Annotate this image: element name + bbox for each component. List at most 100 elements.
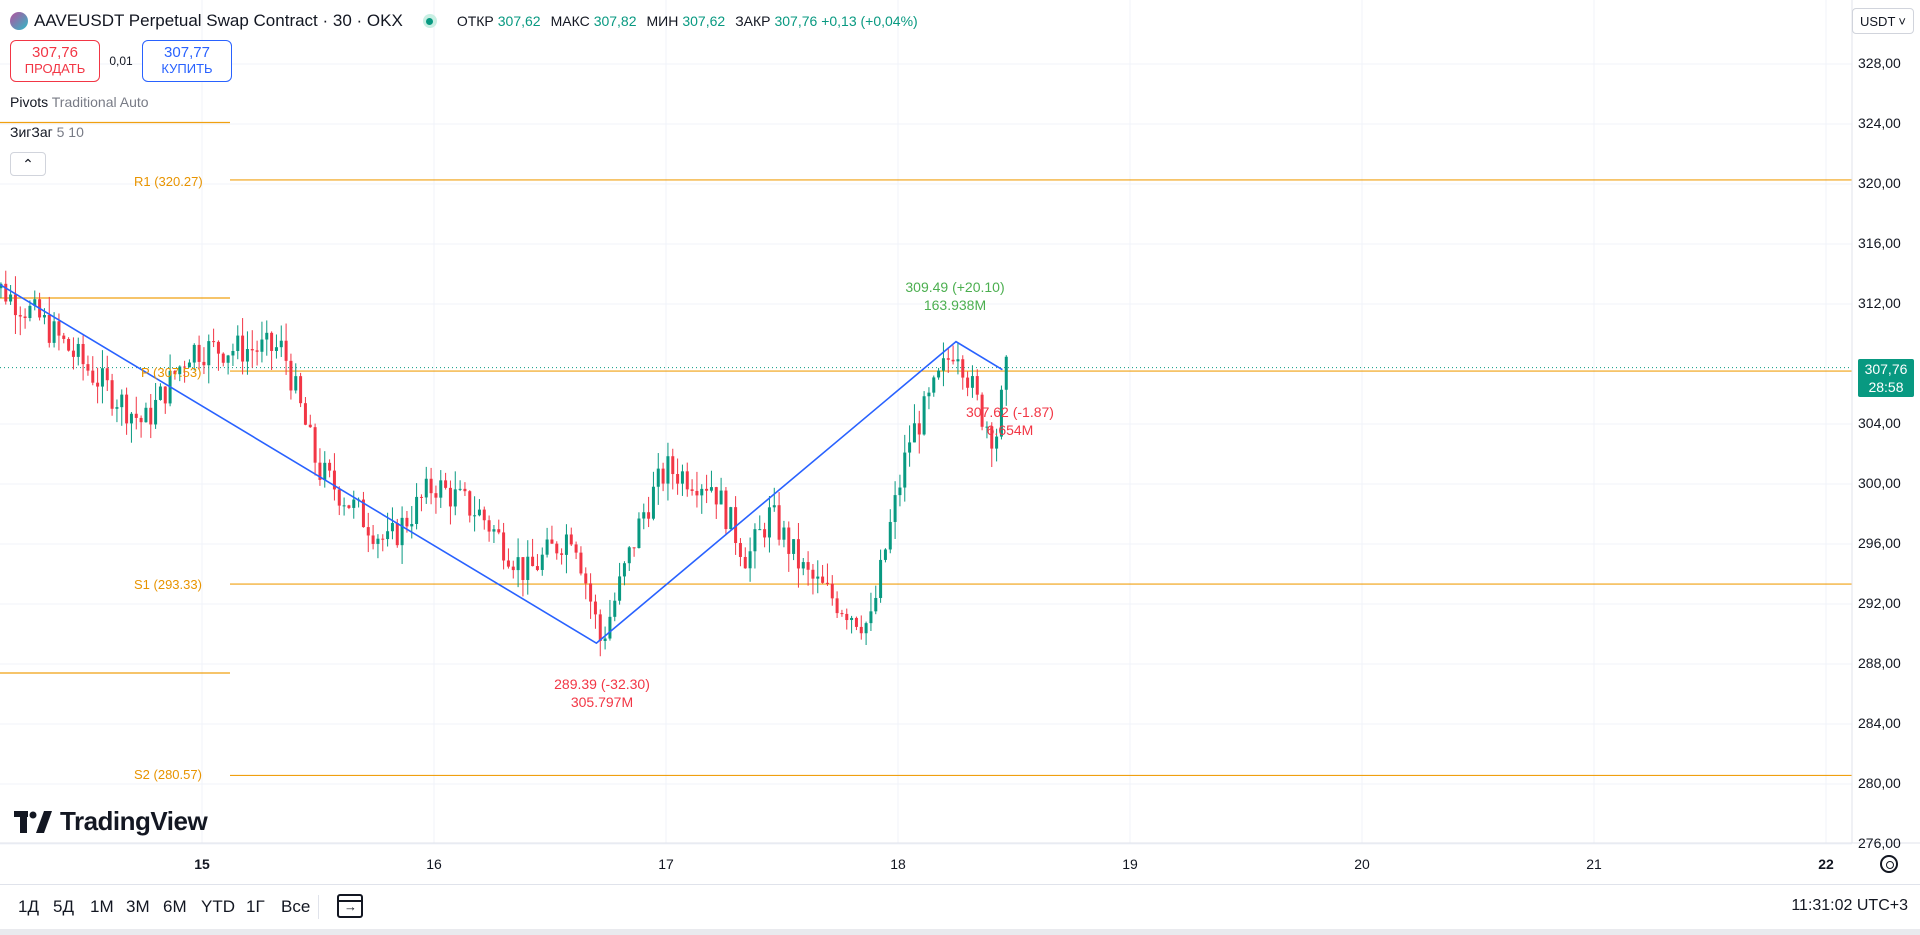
price-tick-label: 316,00 — [1858, 235, 1901, 251]
candle-down — [57, 321, 61, 336]
candle-down — [96, 382, 100, 387]
time-tick-label: 19 — [1122, 856, 1138, 872]
candle-up — [656, 468, 660, 487]
candle-up — [245, 349, 249, 362]
candle-down — [738, 543, 742, 557]
candle-down — [395, 523, 399, 546]
candle-down — [990, 426, 994, 449]
sell-button[interactable]: 307,76 ПРОДАТЬ — [10, 40, 100, 82]
candle-up — [613, 600, 617, 617]
candle-up — [424, 478, 428, 498]
candle-up — [753, 529, 757, 552]
period-1y-button[interactable]: 1Г — [246, 897, 265, 916]
candle-down — [371, 535, 375, 544]
clock[interactable]: 11:31:02 UTC+3 — [1791, 897, 1908, 914]
candle-down — [854, 617, 858, 627]
candle-up — [9, 294, 13, 302]
candle-up — [782, 527, 786, 540]
candle-up — [642, 512, 646, 519]
candle-down — [535, 566, 539, 570]
period-1m-button[interactable]: 1М — [90, 897, 114, 916]
candle-down — [332, 470, 336, 490]
candle-down — [705, 488, 709, 491]
candle-down — [482, 509, 486, 521]
symbol-title[interactable]: AAVEUSDT Perpetual Swap Contract · 30 · … — [34, 11, 403, 30]
period-all-button[interactable]: Все — [281, 897, 311, 916]
candle-up — [748, 551, 752, 569]
spread-value: 0,01 — [109, 54, 133, 68]
axes — [0, 0, 1920, 844]
candle-down — [47, 314, 51, 343]
pivots-indicator-legend[interactable]: Pivots Traditional Auto — [10, 94, 149, 110]
candle-down — [405, 517, 409, 527]
zigzag-indicator-legend[interactable]: ЗигЗаг 5 10 — [10, 124, 84, 140]
price-tick-label: 328,00 — [1858, 55, 1901, 71]
period-3m-button[interactable]: 3М — [126, 897, 150, 916]
candle-down — [183, 366, 187, 368]
tradingview-logo[interactable]: TradingView — [14, 806, 208, 837]
period-1d-button[interactable]: 1Д — [18, 897, 39, 916]
candle-down — [361, 499, 365, 528]
buy-button[interactable]: 307,77 КУПИТЬ — [142, 40, 232, 82]
price-tick-label: 284,00 — [1858, 715, 1901, 731]
price-tick-label: 296,00 — [1858, 535, 1901, 551]
candle-down — [830, 583, 834, 599]
candle-down — [743, 556, 747, 569]
settings-icon[interactable] — [1880, 855, 1898, 873]
candle-down — [661, 468, 665, 484]
time-tick-label: 17 — [658, 856, 674, 872]
candle-up — [115, 407, 119, 409]
candle-down — [197, 344, 201, 362]
candle-up — [540, 554, 544, 570]
chevron-up-icon[interactable]: ⌃ — [10, 152, 46, 176]
candle-up — [922, 396, 926, 435]
candle-up — [932, 377, 936, 393]
candle-up — [903, 452, 907, 488]
zigzag-params: 5 10 — [56, 124, 84, 140]
candle-down — [734, 507, 738, 544]
candle-up — [883, 549, 887, 560]
time-tick-label: 22 — [1818, 856, 1834, 872]
horizontal-scrollbar[interactable] — [0, 929, 1920, 935]
candle-up — [42, 314, 46, 318]
candle-down — [303, 403, 307, 425]
candle-down — [676, 474, 680, 484]
candle-up — [28, 305, 32, 319]
go-to-date-icon[interactable] — [337, 894, 363, 918]
candle-down — [487, 520, 491, 532]
candle-down — [23, 316, 27, 319]
candle-up — [207, 341, 211, 366]
sell-label: ПРОДАТЬ — [24, 61, 86, 76]
candle-up — [772, 505, 776, 508]
price-tick-label: 324,00 — [1858, 115, 1901, 131]
candle-up — [816, 576, 820, 579]
candle-up — [874, 597, 878, 612]
price-tick-label: 280,00 — [1858, 775, 1901, 791]
candle-down — [313, 427, 317, 463]
candle-up — [52, 321, 56, 343]
candle-down — [250, 349, 254, 351]
candle-up — [908, 442, 912, 453]
current-price: 307,76 — [1864, 361, 1908, 377]
candle-up — [603, 638, 607, 641]
currency-select[interactable]: USDT ˅ — [1852, 8, 1914, 34]
candle-down — [497, 529, 501, 533]
pivot-lines — [0, 121, 1852, 777]
candle-up — [666, 456, 670, 484]
candle-up — [410, 523, 414, 527]
market-status-icon[interactable] — [422, 14, 437, 28]
candle-down — [821, 576, 825, 583]
candle-down — [806, 562, 810, 570]
candle-up — [898, 487, 902, 496]
candle-down — [777, 505, 781, 540]
grid — [0, 0, 1852, 845]
period-6m-button[interactable]: 6М — [163, 897, 187, 916]
period-ytd-button[interactable]: YTD — [201, 897, 235, 916]
candle-down — [506, 560, 510, 567]
candle-down — [685, 471, 689, 490]
buy-label: КУПИТЬ — [161, 61, 213, 76]
period-5d-button[interactable]: 5Д — [53, 897, 74, 916]
candle-up — [390, 523, 394, 532]
toolbar-divider — [318, 895, 319, 919]
